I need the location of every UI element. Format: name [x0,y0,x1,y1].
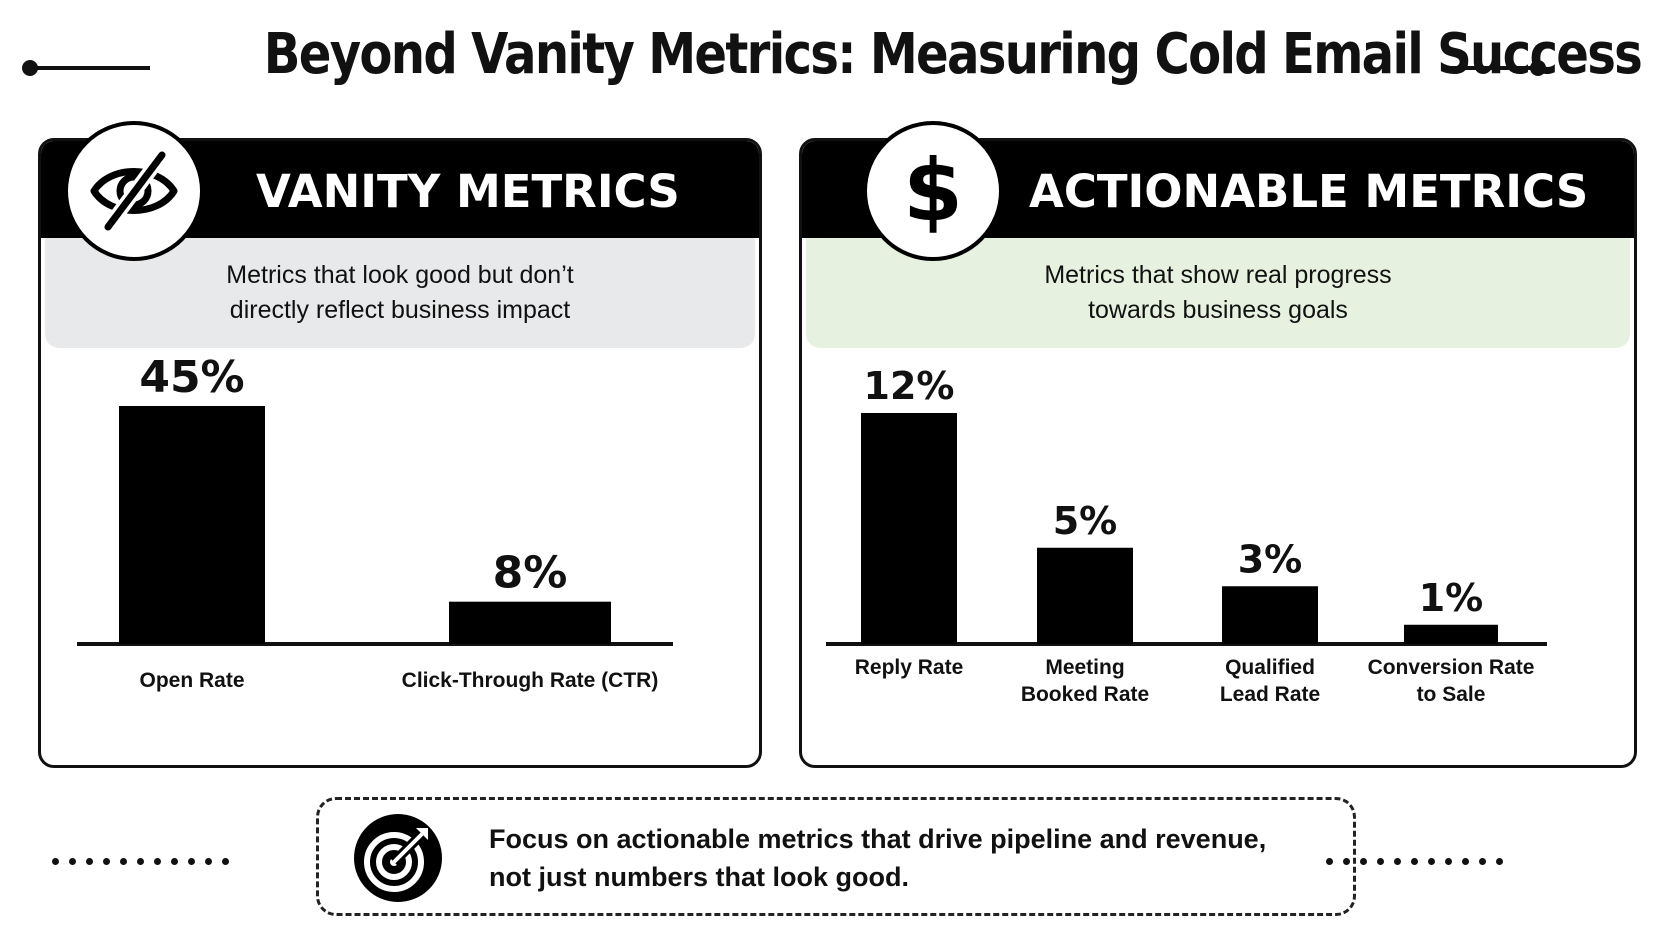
page-title: Beyond Vanity Metrics: Measuring Cold Em… [263,22,1643,87]
vanity-panel-title: VANITY METRICS [256,165,680,218]
value-label-2: 5% [1053,499,1118,543]
value-label-3: 3% [1238,537,1303,581]
vanity-description-line2: directly reflect business impact [229,296,571,324]
target-arrow-icon [354,814,442,902]
category-label-1: Open Rate [139,669,244,692]
actionable-bar-chart: 12% Reply Rate 5% Meeting Booked Rate 3% Quali… [826,364,1547,706]
dollar-icon: $ [863,121,1003,261]
value-label-4: 1% [1419,576,1484,620]
footer-left-dots [52,852,239,865]
value-label-2: 8% [493,548,568,599]
footer-right-dots [1326,852,1513,865]
actionable-panel-title: ACTIONABLE METRICS [1029,165,1589,218]
category-label-4-line2: to Sale [1417,683,1486,706]
bar-4 [1404,624,1498,644]
title-right-rule [1442,66,1538,70]
eye-slash-icon [64,121,204,261]
actionable-description-line1: Metrics that show real progress [1044,261,1392,289]
title-left-rule [30,66,150,70]
category-label-2-line2: Booked Rate [1021,683,1149,706]
category-label-1: Reply Rate [855,656,964,679]
bar-2 [449,601,611,644]
category-label-3-line2: Lead Rate [1220,683,1320,706]
vanity-bar-chart: 45% Open Rate 8% Click-Through Rate (CTR) [77,352,673,692]
category-label-2-line1: Meeting [1045,656,1124,679]
value-label-1: 45% [139,352,244,403]
category-label-2: Click-Through Rate (CTR) [402,669,659,692]
footer-callout [316,797,1356,916]
category-label-4-line1: Conversion Rate [1368,656,1535,679]
footer-line1: Focus on actionable metrics that drive p… [489,824,1267,854]
footer-message: Focus on actionable metrics that drive p… [489,820,1339,896]
vanity-metrics-panel: VANITY METRICS Metrics that look good bu… [38,138,762,768]
value-label-1: 12% [864,364,955,408]
bar-3 [1222,586,1318,644]
category-label-3-line1: Qualified [1225,656,1315,679]
vanity-description-line1: Metrics that look good but don’t [226,261,574,289]
actionable-description-line2: towards business goals [1088,296,1348,324]
bar-1 [861,413,957,644]
vanity-panel-description: Metrics that look good but don’t directl… [45,238,755,348]
title-row: Beyond Vanity Metrics: Measuring Cold Em… [0,22,1672,112]
title-right-dot [1530,60,1546,76]
bar-1 [119,406,265,644]
footer-line2: not just numbers that look good. [489,862,909,892]
bar-2 [1037,547,1133,644]
